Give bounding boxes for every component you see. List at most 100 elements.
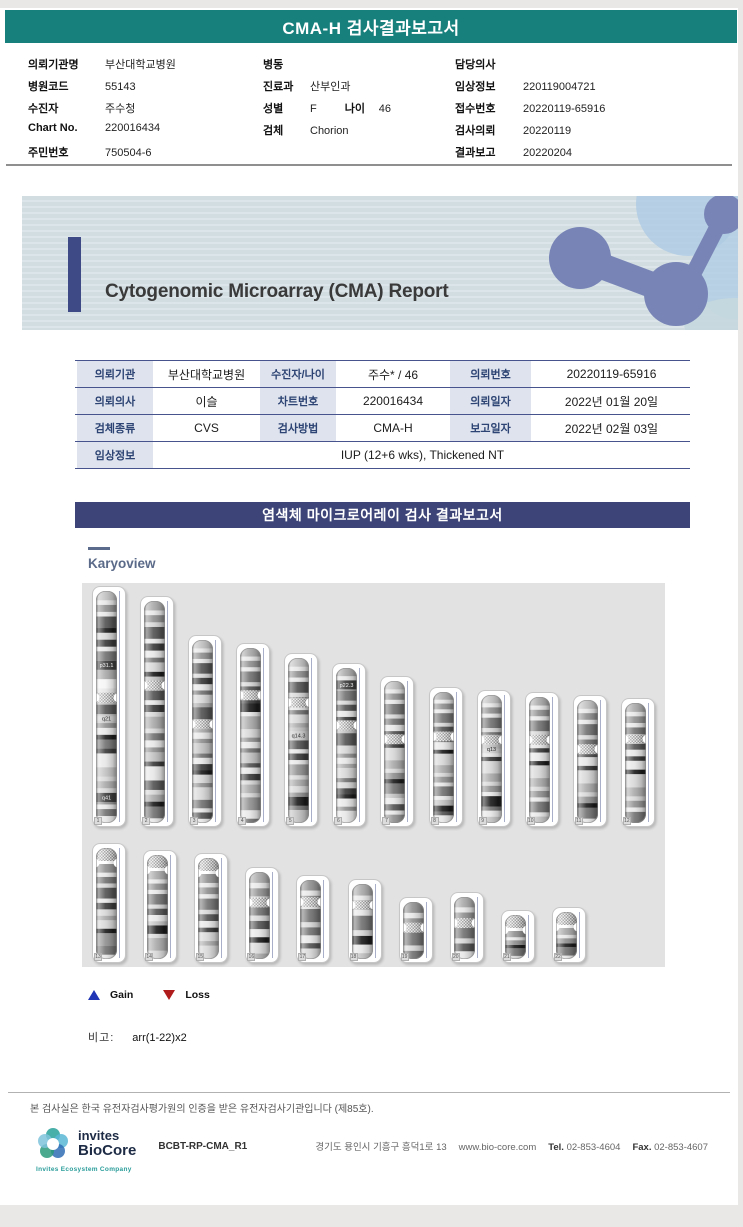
patient-col-2: 병동 진료과 산부인과 성별 F 나이 46 검체 Chorion <box>263 56 448 144</box>
cnv-track-line <box>272 872 274 958</box>
field-value: F <box>310 103 317 115</box>
field-label: 검사의뢰 <box>455 125 496 137</box>
field-label: 수진자 <box>28 103 59 115</box>
patient-field-row: Chart No. 220016434 <box>28 122 253 144</box>
chromosome-ideogram-21 <box>503 915 529 960</box>
chromosome-card-20: 20 <box>449 892 484 963</box>
chromosome-card-18: 18 <box>347 879 382 963</box>
chromosome-card-22: 22 <box>551 907 586 963</box>
chromosome-number-tag: 10 <box>526 817 535 825</box>
info-table-clinical-row: 임상정보 IUP (12+6 wks), Thickened NT <box>75 442 690 469</box>
report-title-bar: CMA-H 검사결과보고서 <box>5 10 737 43</box>
chromosome-card-4: 4 <box>236 643 271 827</box>
report-title: CMA-H 검사결과보고서 <box>282 19 460 38</box>
patient-field-row: 임상정보 220119004721 <box>455 78 725 100</box>
banner-title: Cytogenomic Microarray (CMA) Report <box>105 281 449 302</box>
report-page: CMA-H 검사결과보고서 의뢰기관명 부산대학교병원 병원코드 55143 수진자 주수… <box>0 8 738 1205</box>
info-table-value-cell: 20220119-65916 <box>566 367 657 381</box>
cnv-track-line <box>647 703 649 822</box>
chromosome-card-2: 2 <box>140 596 175 827</box>
chromosome-ideogram-13 <box>95 848 120 959</box>
banner-molecule-art <box>549 196 738 330</box>
chromosome-card-12: 12 <box>620 698 655 827</box>
chromosome-ideogram-16 <box>248 872 274 959</box>
cnv-track-line <box>476 897 478 958</box>
field-label: 임상정보 <box>455 81 496 93</box>
chromosome-number-tag: 16 <box>247 953 256 961</box>
info-table-header-cell: 의뢰의사 <box>75 388 155 414</box>
cnv-track-line <box>215 640 217 822</box>
band-label-p31.1: p31.1 <box>100 663 114 669</box>
info-table-header-cell: 임상정보 <box>75 442 155 468</box>
chromosome-card-11: 11 <box>572 695 607 827</box>
chromosome-card-8: 8 <box>428 687 463 827</box>
certification-text: 본 검사실은 한국 유전자검사평가원의 인증을 받은 유전자검사기관입니다 (제… <box>30 1104 374 1115</box>
patient-field-row: 결과보고 20220204 <box>455 144 725 166</box>
field-label: 주민번호 <box>28 147 69 159</box>
header-divider <box>6 164 732 166</box>
chromosome-ideogram-3 <box>191 640 217 823</box>
footer: invites BioCore Invites Ecosystem Compan… <box>36 1127 708 1173</box>
chromosome-number-tag: 12 <box>622 817 631 825</box>
patient-field-row: 성별 F 나이 46 <box>263 100 448 122</box>
chromosome-ideogram-18 <box>350 884 376 959</box>
info-table-header-cell: 의뢰일자 <box>448 388 533 414</box>
company-fax: Fax. 02-853-4607 <box>632 1142 708 1153</box>
cnv-track-line <box>455 692 457 822</box>
chromosome-card-16: 16 <box>245 867 280 963</box>
field-label: 접수번호 <box>455 103 496 115</box>
field-label: 나이 <box>344 103 365 115</box>
chromosome-number-tag: 17 <box>298 953 307 961</box>
info-table-row: 의뢰의사 이슬 차트번호 220016434 의뢰일자 2022년 01월 20일 <box>75 388 690 415</box>
field-value: Chorion <box>310 125 349 137</box>
biocore-logo-icon <box>38 1128 68 1158</box>
chromosome-card-3: 3 <box>188 635 223 827</box>
cnv-track-line <box>119 848 120 958</box>
chromosome-number-tag: 2 <box>142 817 151 825</box>
chromosome-number-tag: 21 <box>502 953 511 961</box>
cnv-track-line <box>359 668 361 822</box>
chromosome-ideogram-12 <box>623 703 649 823</box>
karyoview-row-1: p31.1 q21 q41 1 2 3 4 q14.3 5 p22.3 6 7 8 q13 9 10 11 12 <box>92 586 655 827</box>
field-value: 산부인과 <box>310 81 351 93</box>
chromosome-number-tag: 15 <box>196 953 205 961</box>
chromosome-ideogram-2 <box>143 601 169 823</box>
cnv-track-line <box>578 912 580 958</box>
logo-line-2: BioCore <box>78 1141 137 1159</box>
band-label-q14.3: q14.3 <box>292 734 306 740</box>
info-table-row: 의뢰기관 부산대학교병원 수진자/나이 주수* / 46 의뢰번호 20220119-65… <box>75 361 690 388</box>
chromosome-ideogram-10 <box>527 697 553 823</box>
patient-col-1: 의뢰기관명 부산대학교병원 병원코드 55143 수진자 주수청 Chart No. 2200… <box>28 56 253 166</box>
info-table-header-cell: 차트번호 <box>258 388 338 414</box>
karyoview-header: Karyoview <box>88 547 738 571</box>
karyoview-panel: p31.1 q21 q41 1 2 3 4 q14.3 5 p22.3 6 7 8 q13 9 10 11 12 … <box>82 583 665 967</box>
note-value: arr(1-22)x2 <box>132 1032 187 1044</box>
chromosome-number-tag: 14 <box>145 953 154 961</box>
company-website: www.bio-core.com <box>458 1142 537 1153</box>
document-code: BCBT-RP-CMA_R1 <box>158 1140 248 1152</box>
info-table-header-cell: 검사방법 <box>258 415 338 441</box>
patient-field-row: 병동 <box>263 56 448 78</box>
chromosome-number-tag: 7 <box>382 817 391 825</box>
legend-loss: Loss <box>163 989 210 1001</box>
chromosome-ideogram-6: p22.3 <box>335 668 361 823</box>
note-row: 비고: arr(1-22)x2 <box>88 1029 738 1045</box>
footer-contact: 경기도 용인시 기흥구 흥덕1로 13 www.bio-core.com Tel… <box>315 1139 708 1153</box>
karyoview-dash <box>88 547 110 550</box>
chromosome-card-9: q13 9 <box>476 690 511 827</box>
chromosome-card-13: 13 <box>92 843 126 963</box>
chromosome-ideogram-4 <box>239 648 265 823</box>
chromosome-number-tag: 9 <box>478 817 487 825</box>
chromosome-ideogram-8 <box>431 692 457 823</box>
chromosome-card-17: 17 <box>296 875 331 963</box>
field-value: 55143 <box>105 81 136 93</box>
chromosome-ideogram-19 <box>401 902 427 960</box>
chromosome-card-1: p31.1 q21 q41 1 <box>92 586 126 827</box>
info-table-value-cell: CVS <box>194 421 219 435</box>
chromosome-number-tag: 13 <box>94 953 102 961</box>
karyoview-legend: Gain Loss <box>88 989 738 1001</box>
logo-tagline: Invites Ecosystem Company <box>36 1166 132 1173</box>
patient-field-row: 담당의사 <box>455 56 725 78</box>
patient-field-row: 진료과 산부인과 <box>263 78 448 100</box>
cnv-track-line <box>599 700 601 822</box>
